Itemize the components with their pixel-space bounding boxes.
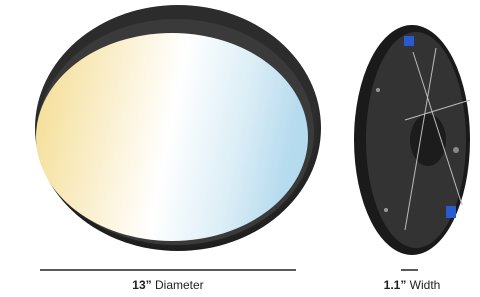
dimension-value: 13” [132, 278, 151, 292]
product-image: 13” Diameter 1.1” Width [0, 0, 480, 297]
page: 13” Diameter 1.1” Width (() => { const d… [0, 0, 480, 297]
side-view [354, 25, 470, 255]
diameter-label: 13” Diameter [132, 278, 203, 292]
dimension-label: Width [410, 278, 441, 292]
dimension-label: Diameter [155, 278, 204, 292]
width-label: 1.1” Width [384, 278, 441, 292]
front-view [35, 5, 321, 251]
dimension-value: 1.1” [384, 278, 407, 292]
